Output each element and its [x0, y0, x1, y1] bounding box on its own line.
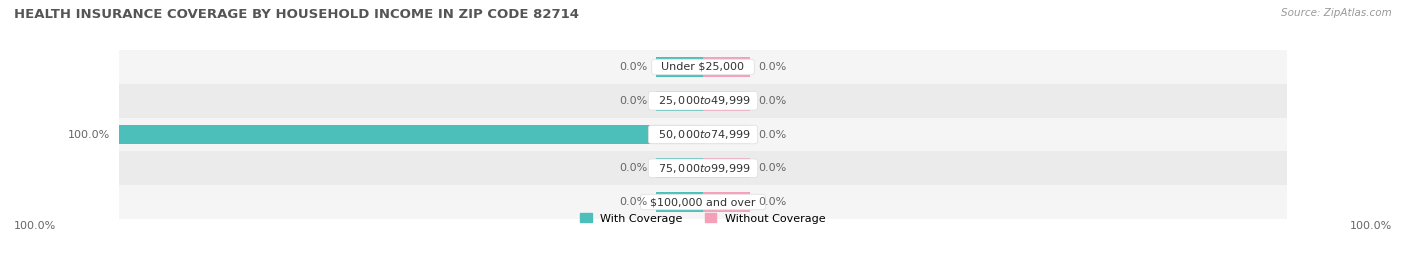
Text: 0.0%: 0.0% — [758, 129, 787, 140]
Text: 100.0%: 100.0% — [1350, 221, 1392, 231]
Text: 0.0%: 0.0% — [758, 197, 787, 207]
Text: Source: ZipAtlas.com: Source: ZipAtlas.com — [1281, 8, 1392, 18]
Bar — [703, 125, 749, 144]
Bar — [657, 158, 703, 178]
Bar — [120, 118, 1286, 151]
Bar — [120, 185, 1286, 219]
Bar — [657, 192, 703, 212]
Text: 100.0%: 100.0% — [67, 129, 111, 140]
Text: 0.0%: 0.0% — [758, 62, 787, 72]
Text: $25,000 to $49,999: $25,000 to $49,999 — [651, 94, 755, 107]
Bar — [703, 57, 749, 77]
Text: 0.0%: 0.0% — [619, 163, 648, 173]
Text: 100.0%: 100.0% — [14, 221, 56, 231]
Bar — [703, 158, 749, 178]
Text: $50,000 to $74,999: $50,000 to $74,999 — [651, 128, 755, 141]
Text: 0.0%: 0.0% — [619, 62, 648, 72]
Bar — [657, 91, 703, 111]
Text: HEALTH INSURANCE COVERAGE BY HOUSEHOLD INCOME IN ZIP CODE 82714: HEALTH INSURANCE COVERAGE BY HOUSEHOLD I… — [14, 8, 579, 21]
Bar — [657, 57, 703, 77]
Text: 0.0%: 0.0% — [758, 96, 787, 106]
Bar — [703, 192, 749, 212]
Text: $100,000 and over: $100,000 and over — [644, 197, 762, 207]
Text: 0.0%: 0.0% — [619, 96, 648, 106]
Legend: With Coverage, Without Coverage: With Coverage, Without Coverage — [581, 213, 825, 224]
Bar — [120, 84, 1286, 118]
Bar — [120, 50, 1286, 84]
Bar — [120, 151, 1286, 185]
Bar — [120, 125, 703, 144]
Bar — [703, 91, 749, 111]
Text: 0.0%: 0.0% — [758, 163, 787, 173]
Text: $75,000 to $99,999: $75,000 to $99,999 — [651, 162, 755, 175]
Text: Under $25,000: Under $25,000 — [655, 62, 751, 72]
Text: 0.0%: 0.0% — [619, 197, 648, 207]
